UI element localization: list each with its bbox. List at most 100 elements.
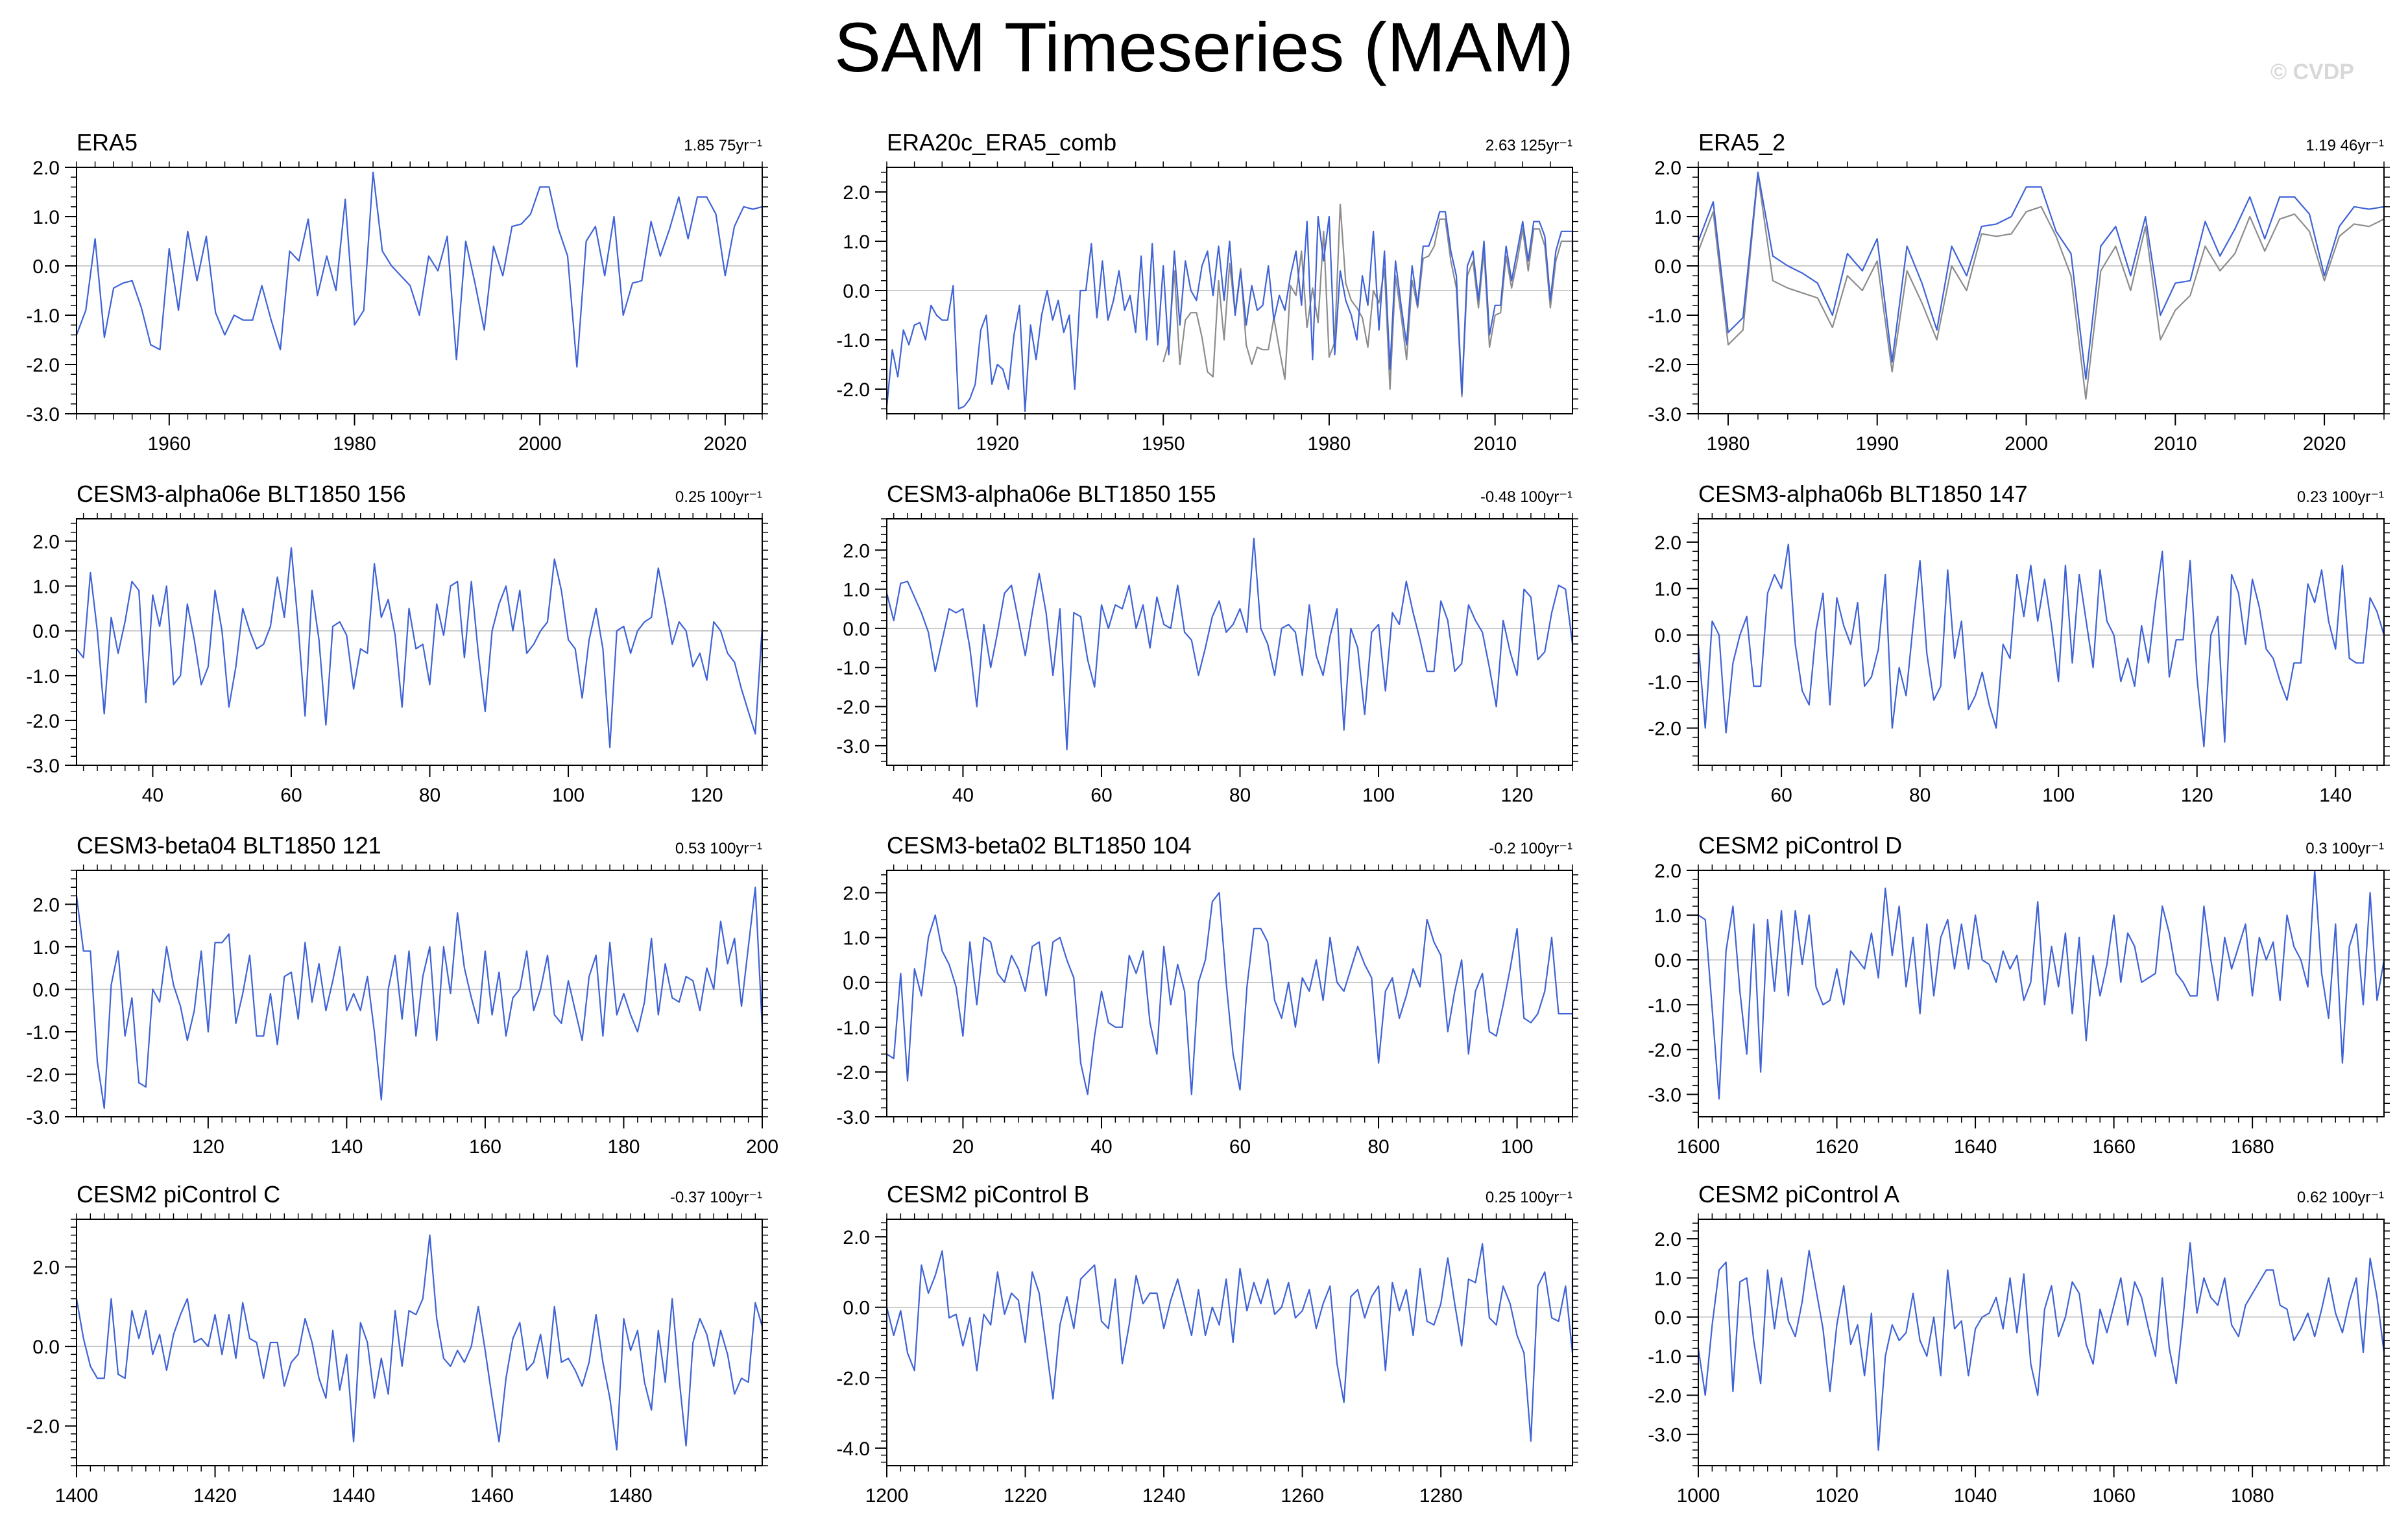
y-tick-label: 1.0 bbox=[1654, 579, 1681, 601]
y-tick-label: 0.0 bbox=[32, 1337, 60, 1358]
y-tick-label: 2.0 bbox=[843, 540, 870, 562]
x-tick-label: 1460 bbox=[470, 1485, 514, 1507]
x-tick-label: 120 bbox=[1501, 785, 1534, 806]
subplot-title: CESM2 piControl C bbox=[77, 1181, 280, 1208]
x-tick-label: 2010 bbox=[1473, 433, 1517, 455]
series-line-primary bbox=[1697, 543, 2385, 748]
x-tick-label: 1980 bbox=[1707, 433, 1750, 455]
x-tick-label: 80 bbox=[419, 785, 440, 806]
x-tick-label: 60 bbox=[280, 785, 302, 806]
y-tick-label: -2.0 bbox=[26, 355, 60, 376]
y-tick-label: -3.0 bbox=[26, 1107, 60, 1128]
y-tick-label: 1.0 bbox=[1654, 207, 1681, 228]
y-tick-label: -1.0 bbox=[836, 1018, 870, 1039]
y-tick-label: -2.0 bbox=[836, 1368, 870, 1389]
x-tick-label: 1220 bbox=[1004, 1485, 1047, 1507]
x-tick-label: 1920 bbox=[976, 433, 1019, 455]
x-tick-label: 1620 bbox=[1815, 1136, 1859, 1158]
y-tick-label: -3.0 bbox=[26, 756, 60, 777]
x-tick-label: 200 bbox=[746, 1136, 778, 1158]
x-tick-label: 1960 bbox=[147, 433, 191, 455]
plot-frame bbox=[76, 167, 763, 414]
trend-label: 1.19 46yr⁻¹ bbox=[2306, 137, 2384, 154]
subplot-7: CESM3-beta04 BLT1850 121 0.53 100yr⁻¹ 120 1… bbox=[26, 832, 778, 1158]
series-line-primary bbox=[76, 547, 764, 748]
subplot-10: CESM2 piControl C -0.37 100yr⁻¹ 1400 1420 14… bbox=[26, 1181, 768, 1507]
series-line-primary bbox=[1697, 171, 2385, 380]
y-tick-label: -3.0 bbox=[836, 736, 870, 757]
plot-frame bbox=[1698, 518, 2385, 766]
x-tick-label: 60 bbox=[1770, 785, 1792, 806]
y-tick-label: -2.0 bbox=[1648, 355, 1681, 376]
y-tick-label: 2.0 bbox=[1654, 1229, 1681, 1250]
x-tick-label: 2020 bbox=[2303, 433, 2346, 455]
series-line-primary bbox=[1698, 869, 2385, 1100]
trend-label: 0.62 100yr⁻¹ bbox=[2297, 1189, 2384, 1206]
subplot-title: ERA20c_ERA5_comb bbox=[887, 129, 1116, 156]
x-tick-label: 1420 bbox=[193, 1485, 237, 1507]
y-tick-label: 2.0 bbox=[843, 883, 870, 905]
plot-frame bbox=[76, 518, 763, 766]
series-line-primary bbox=[885, 538, 1574, 751]
x-tick-label: 120 bbox=[2181, 785, 2213, 806]
x-tick-label: 1660 bbox=[2092, 1136, 2136, 1158]
y-tick-label: -1.0 bbox=[836, 658, 870, 679]
trend-label: -0.37 100yr⁻¹ bbox=[670, 1189, 762, 1206]
subplot-title: CESM2 piControl A bbox=[1698, 1181, 1899, 1208]
subplot-2: ERA20c_ERA5_comb 2.63 125yr⁻¹ 1920 1950 1980… bbox=[836, 129, 1578, 455]
plot-frame bbox=[886, 1219, 1573, 1466]
x-tick-label: 60 bbox=[1229, 1136, 1251, 1158]
trend-label: 0.53 100yr⁻¹ bbox=[675, 840, 762, 857]
watermark: © CVDP bbox=[2270, 60, 2354, 84]
y-tick-label: -2.0 bbox=[1648, 719, 1681, 740]
plot-frame bbox=[76, 1219, 763, 1466]
y-tick-label: -2.0 bbox=[836, 1062, 870, 1084]
x-tick-label: 40 bbox=[142, 785, 163, 806]
y-tick-label: 1.0 bbox=[843, 580, 870, 601]
subplot-11: CESM2 piControl B 0.25 100yr⁻¹ 1200 1220 124… bbox=[836, 1181, 1578, 1507]
y-tick-label: 1.0 bbox=[1654, 905, 1681, 927]
x-tick-label: 1260 bbox=[1281, 1485, 1324, 1507]
x-tick-label: 1400 bbox=[55, 1485, 99, 1507]
x-tick-label: 80 bbox=[1367, 1136, 1389, 1158]
trend-label: 0.25 100yr⁻¹ bbox=[1486, 1189, 1572, 1206]
y-tick-label: -2.0 bbox=[26, 711, 60, 732]
y-tick-label: 1.0 bbox=[843, 232, 870, 253]
x-tick-label: 80 bbox=[1909, 785, 1931, 806]
x-tick-label: 160 bbox=[469, 1136, 501, 1158]
y-tick-label: -1.0 bbox=[836, 330, 870, 352]
y-tick-label: 0.0 bbox=[1654, 950, 1681, 972]
x-tick-label: 1980 bbox=[333, 433, 376, 455]
y-tick-label: -1.0 bbox=[1648, 672, 1681, 693]
x-tick-label: 20 bbox=[952, 1136, 974, 1158]
subplot-3: ERA5_2 1.19 46yr⁻¹ 1980 1990 2000 2010 2020 -3.… bbox=[1648, 129, 2390, 455]
x-tick-label: 1240 bbox=[1142, 1485, 1186, 1507]
y-tick-label: 1.0 bbox=[1654, 1268, 1681, 1289]
series-line-primary bbox=[75, 887, 764, 1110]
subplot-4: CESM3-alpha06e BLT1850 156 0.25 100yr⁻¹ 40… bbox=[26, 481, 768, 806]
series-line-primary bbox=[75, 1234, 764, 1451]
y-tick-label: 0.0 bbox=[32, 621, 60, 643]
y-tick-label: -2.0 bbox=[1648, 1040, 1681, 1061]
x-tick-label: 1280 bbox=[1419, 1485, 1463, 1507]
y-tick-label: -3.0 bbox=[1648, 1425, 1681, 1446]
x-tick-label: 120 bbox=[192, 1136, 224, 1158]
x-tick-label: 2010 bbox=[2154, 433, 2197, 455]
subplot-title: CESM3-alpha06e BLT1850 155 bbox=[887, 481, 1216, 507]
x-tick-label: 1950 bbox=[1142, 433, 1185, 455]
x-tick-label: 100 bbox=[552, 785, 584, 806]
subplot-title: CESM3-beta02 BLT1850 104 bbox=[887, 832, 1192, 859]
plot-frame bbox=[886, 518, 1573, 766]
y-tick-label: 0.0 bbox=[843, 619, 870, 640]
plot-frame bbox=[76, 870, 763, 1117]
series-line-primary bbox=[1697, 1242, 2385, 1451]
x-tick-label: 1040 bbox=[1954, 1485, 1997, 1507]
y-tick-label: -2.0 bbox=[26, 1064, 60, 1086]
trend-label: 1.85 75yr⁻¹ bbox=[684, 137, 762, 154]
y-tick-label: 2.0 bbox=[1654, 158, 1681, 179]
y-tick-label: -1.0 bbox=[26, 1022, 60, 1043]
y-tick-label: 1.0 bbox=[32, 207, 60, 228]
trend-label: 2.63 125yr⁻¹ bbox=[1486, 137, 1572, 154]
y-tick-label: -3.0 bbox=[1648, 404, 1681, 425]
